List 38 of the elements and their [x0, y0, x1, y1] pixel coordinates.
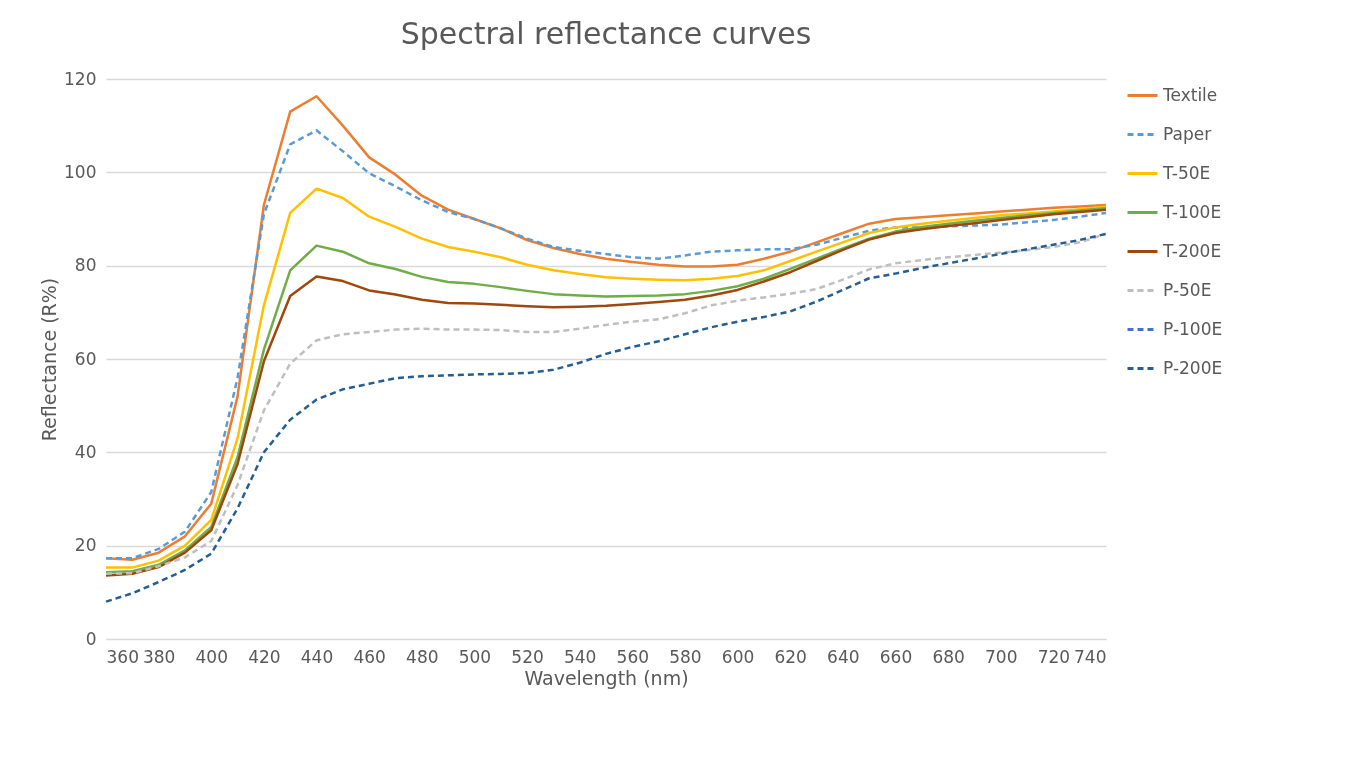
y-tick-label: 0: [85, 628, 97, 649]
y-tick-label: 100: [64, 161, 97, 182]
x-axis-title: Wavelength (nm): [524, 666, 689, 689]
legend-label: T-50E: [1162, 162, 1211, 183]
legend-label: Textile: [1162, 84, 1218, 105]
y-tick-label: 20: [74, 535, 97, 556]
x-tick-label: 360: [106, 646, 139, 667]
x-tick-label: 460: [353, 646, 386, 667]
x-tick-label: 500: [458, 646, 492, 667]
x-tick-label: 580: [669, 646, 702, 667]
legend-label: P-50E: [1163, 279, 1212, 300]
legend-label: P-100E: [1163, 318, 1223, 339]
x-tick-label: 700: [985, 646, 1018, 667]
y-tick-label: 40: [74, 441, 97, 462]
x-tick-label: 480: [406, 646, 439, 667]
x-tick-label: 560: [616, 646, 650, 667]
x-tick-label: 640: [827, 646, 860, 667]
y-tick-label: 60: [74, 348, 97, 369]
legend-label: T-200E: [1162, 240, 1222, 261]
x-tick-label: 440: [300, 646, 334, 667]
x-tick-label: 400: [195, 646, 228, 667]
y-axis-title: Reflectance (R%): [38, 277, 61, 442]
x-tick-label: 720: [1037, 646, 1071, 667]
x-tick-label: 740: [1074, 646, 1107, 667]
x-tick-label: 540: [563, 646, 597, 667]
x-tick-label: 620: [774, 646, 807, 667]
x-tick-label: 520: [511, 646, 544, 667]
legend-label: Paper: [1163, 123, 1212, 144]
legend-label: T-100E: [1162, 201, 1222, 222]
x-tick-label: 380: [142, 646, 176, 667]
y-tick-label: 80: [74, 255, 97, 276]
x-tick-label: 660: [879, 646, 913, 667]
chart-title: Spectral reflectance curves: [400, 16, 812, 51]
y-tick-label: 120: [64, 68, 97, 89]
x-tick-label: 680: [932, 646, 965, 667]
x-tick-label: 420: [248, 646, 281, 667]
x-tick-label: 600: [721, 646, 755, 667]
legend-label: P-200E: [1163, 357, 1223, 378]
